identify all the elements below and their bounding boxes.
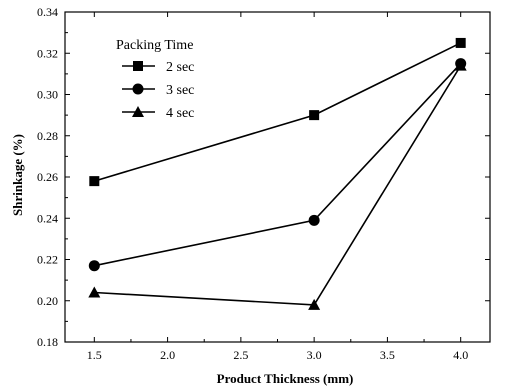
data-point-circle: [88, 260, 100, 272]
legend-entry: 4 sec: [122, 106, 194, 121]
series-1: [89, 37, 466, 187]
y-tick-label: 0.18: [37, 335, 58, 349]
legend-marker-triangle: [132, 106, 144, 117]
x-axis-title: Product Thickness (mm): [217, 371, 354, 386]
legend-title: Packing Time: [116, 38, 193, 53]
y-tick-label: 0.20: [37, 294, 58, 308]
legend-label: 3 sec: [166, 83, 194, 98]
data-point-square: [89, 176, 100, 187]
legend-label: 2 sec: [166, 60, 194, 75]
x-tick-label: 3.0: [307, 348, 322, 362]
data-point-square: [309, 110, 320, 121]
data-point-triangle: [88, 286, 101, 298]
legend-marker-circle: [132, 83, 144, 95]
y-tick-label: 0.24: [37, 211, 58, 225]
x-tick-label: 2.0: [160, 348, 175, 362]
x-tick-label: 1.5: [87, 348, 102, 362]
series-3: [88, 59, 467, 310]
x-tick-label: 2.5: [233, 348, 248, 362]
data-point-square: [455, 37, 466, 48]
axes: 1.5 2.0 2.5 3.0 3.5 4.0 0.18 0.20 0.22 0.24 0.26 0.…: [37, 5, 491, 362]
legend-marker-square: [133, 61, 143, 71]
legend-entry: 2 sec: [122, 60, 194, 75]
y-tick-label: 0.22: [37, 253, 58, 267]
data-point-circle: [308, 214, 320, 226]
legend-entry: 3 sec: [122, 83, 194, 98]
series-line: [94, 65, 462, 306]
x-tick-label: 4.0: [453, 348, 468, 362]
legend: Packing Time 2 sec 3 sec 4 sec: [116, 38, 194, 121]
y-axis-title: Shrinkage (%): [10, 134, 25, 216]
series-layer: [88, 37, 467, 310]
y-tick-label: 0.28: [37, 129, 58, 143]
y-tick-label: 0.26: [37, 170, 58, 184]
data-point-triangle: [308, 298, 321, 310]
plot-frame: [64, 11, 491, 343]
data-point-triangle: [454, 59, 467, 71]
y-tick-label: 0.32: [37, 46, 58, 60]
legend-label: 4 sec: [166, 106, 194, 121]
y-tick-label: 0.30: [37, 88, 58, 102]
y-tick-label: 0.34: [37, 5, 58, 19]
x-tick-label: 3.5: [380, 348, 395, 362]
series-2: [88, 58, 467, 272]
